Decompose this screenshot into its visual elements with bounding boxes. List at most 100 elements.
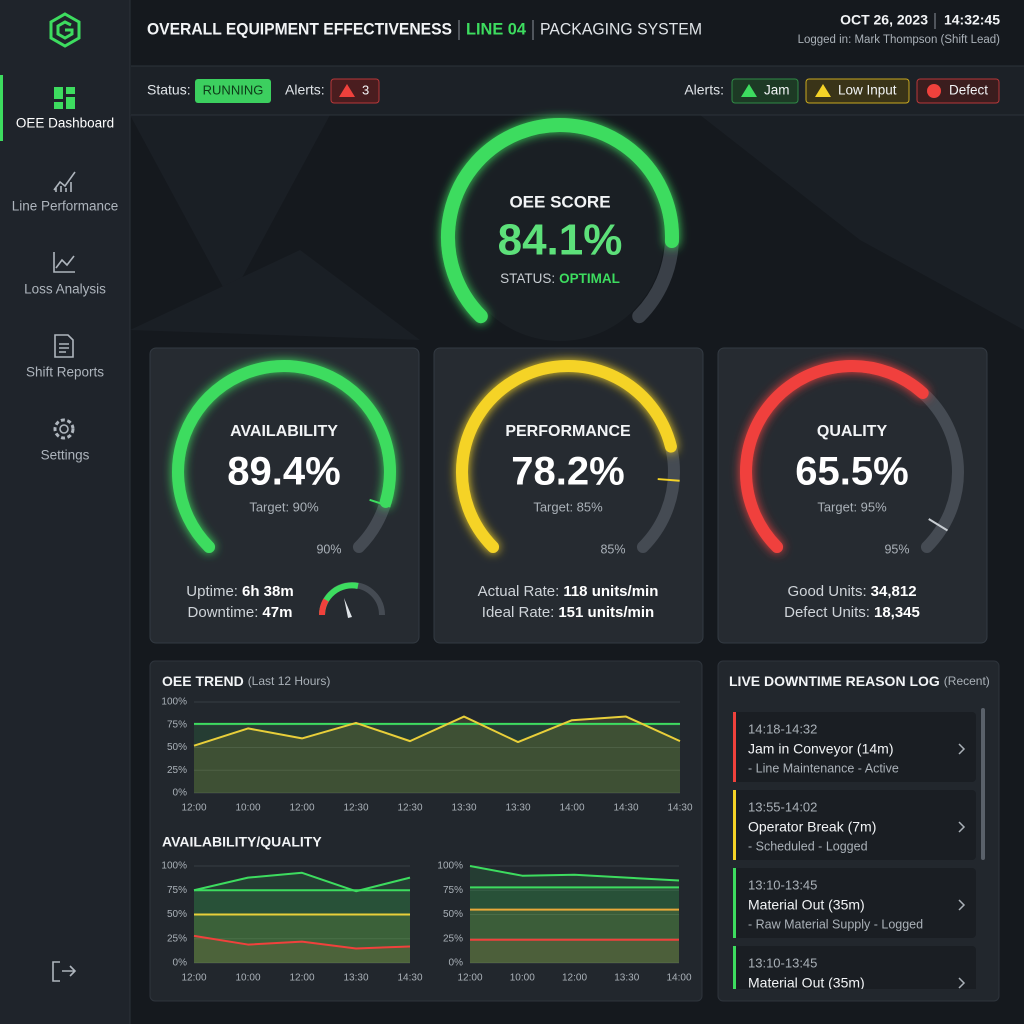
series-area <box>194 914 410 963</box>
kpi-target: Target: 95% <box>817 499 887 514</box>
log-entry[interactable]: 13:55-14:02 Operator Break (7m) - Schedule… <box>733 790 976 860</box>
status-label: Status: <box>147 82 191 98</box>
gauge-value <box>740 360 929 553</box>
nav-label[interactable]: Loss Analysis <box>24 282 106 297</box>
header-title: OVERALL EQUIPMENT EFFECTIVENESS <box>147 19 452 38</box>
alert-icon <box>339 84 355 97</box>
tag-icon <box>927 84 941 98</box>
stat-value: 34,812 <box>871 583 917 600</box>
facet <box>700 115 1024 330</box>
gauge-status: STATUS: OPTIMAL <box>500 271 620 286</box>
tag-icon <box>815 84 831 97</box>
icon-loss-analysis <box>53 252 75 273</box>
charts: 0% 25% 50% 75% 100% 12:00 10:00 12:00 12:30 12:30… <box>161 697 693 984</box>
target-label: 85% <box>600 542 625 556</box>
y-tick-label: 50% <box>167 742 187 753</box>
scrollbar[interactable] <box>981 708 985 860</box>
nav-item[interactable]: OEE Dashboard <box>3 73 129 135</box>
target-label: 95% <box>884 542 909 556</box>
x-tick-label: 13:30 <box>614 973 639 984</box>
nav-icons <box>52 87 77 982</box>
nav-item[interactable]: Line Performance <box>3 156 129 218</box>
alert-tag[interactable]: Low Input <box>805 78 910 104</box>
header-date: OCT 26, 2023 <box>840 12 928 28</box>
alert-count: 3 <box>362 82 369 97</box>
alerts-label: Alerts: <box>285 82 325 98</box>
entry-reason: Material Out (35m) <box>748 897 865 913</box>
line-chart: 0% 25% 50% 75% 100% 12:00 10:00 12:00 12:30 12:30… <box>161 697 693 814</box>
kpi-title: PERFORMANCE <box>505 423 631 440</box>
entry-time: 14:18-14:32 <box>748 721 817 736</box>
series-area <box>194 935 410 963</box>
y-tick-label: 75% <box>167 885 187 896</box>
x-tick-label: 12:00 <box>562 973 587 984</box>
nav-item[interactable]: Shift Reports <box>3 322 129 384</box>
x-tick-label: 12:30 <box>343 803 368 814</box>
target-tick <box>369 498 391 508</box>
kpi-stat: Uptime: 6h 38m <box>186 583 293 600</box>
nav-item[interactable]: Loss Analysis <box>3 239 129 301</box>
log-entries: 14:18-14:32 Jam in Conveyor (14m) - Line M… <box>733 712 976 1016</box>
x-tick-label: 14:30 <box>397 973 422 984</box>
nav-label[interactable]: Shift Reports <box>26 365 104 380</box>
kpi-stat: Defect Units: 18,345 <box>784 604 920 621</box>
x-tick-label: 13:30 <box>451 803 476 814</box>
tag-box[interactable] <box>805 78 910 104</box>
series-area <box>194 872 410 963</box>
series-area <box>470 939 679 963</box>
entry-box[interactable] <box>733 790 976 860</box>
tag-icon <box>741 84 757 97</box>
log-entry[interactable]: 13:10-13:45 Material Out (35m) - Raw Mater… <box>733 868 976 938</box>
alerts-badge[interactable] <box>330 78 380 104</box>
kpi-title: QUALITY <box>817 423 888 440</box>
entry-reason: Material Out (35m) <box>748 975 865 991</box>
log-entry[interactable]: 13:10-13:45 Material Out (35m) <box>733 946 976 1016</box>
icon-line-performance <box>53 171 76 192</box>
kpi-card: QUALITY 65.5% Target: 95% 95% Good Units: 34,… <box>717 347 988 644</box>
kpi-cards: AVAILABILITY 89.4% Target: 90% 90% Uptime: 6h… <box>149 347 988 644</box>
facet <box>130 250 420 340</box>
kpi-value: 65.5% <box>795 450 908 494</box>
header-user: Logged in: Mark Thompson (Shift Lead) <box>798 34 1001 46</box>
alert-tag[interactable]: Defect <box>916 78 1000 104</box>
nav-label[interactable]: OEE Dashboard <box>16 116 114 131</box>
x-tick-label: 14:00 <box>559 803 584 814</box>
kpi-stat: Actual Rate: 118 units/min <box>478 583 659 600</box>
entry-box[interactable] <box>733 868 976 938</box>
tag-label: Jam <box>764 83 790 98</box>
target-tick <box>657 478 680 482</box>
entry-box[interactable] <box>733 712 976 782</box>
nav-label[interactable]: Line Performance <box>12 199 119 214</box>
stat-label: Actual Rate: <box>478 583 560 600</box>
entry-detail: - Scheduled - Logged <box>748 839 868 853</box>
chart-subtitle: (Last 12 Hours) <box>248 674 331 688</box>
x-tick-label: 13:30 <box>505 803 530 814</box>
nav-label[interactable]: Settings <box>41 448 90 463</box>
log-entry[interactable]: 14:18-14:32 Jam in Conveyor (14m) - Line M… <box>733 712 976 782</box>
stat-label: Downtime: <box>188 604 259 621</box>
icon-dashboard <box>54 87 75 109</box>
kpi-target: Target: 85% <box>533 499 603 514</box>
kpi-title: AVAILABILITY <box>230 423 338 440</box>
chart-title: OEE TREND (Last 12 Hours) <box>162 673 330 689</box>
x-tick-label: 14:30 <box>613 803 638 814</box>
x-tick-label: 10:00 <box>235 803 260 814</box>
areas <box>194 716 680 793</box>
gauge-label: OEE SCORE <box>509 192 610 211</box>
status-badge <box>195 79 271 103</box>
nav-item[interactable]: Settings <box>3 405 129 467</box>
alert-tag[interactable]: Jam <box>731 78 799 104</box>
x-tick-label: 12:00 <box>457 973 482 984</box>
y-tick-label: 25% <box>443 933 463 944</box>
x-tick-label: 12:00 <box>289 973 314 984</box>
entry-box[interactable] <box>733 946 976 1016</box>
x-tick-label: 14:00 <box>666 973 691 984</box>
series-area <box>194 723 680 793</box>
entry-reason: Operator Break (7m) <box>748 819 876 835</box>
icon-part <box>66 97 75 109</box>
icon-part <box>54 102 63 109</box>
status-value: OPTIMAL <box>559 271 620 286</box>
x-tick-label: 12:00 <box>181 803 206 814</box>
icon-logout[interactable] <box>52 961 77 982</box>
